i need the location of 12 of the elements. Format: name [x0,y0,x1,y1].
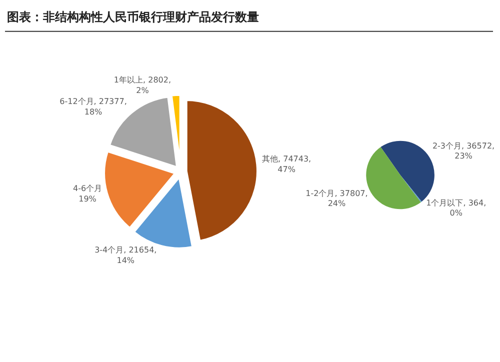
slice-label: 6-12个月, 27377, 18% [60,97,127,116]
pie-slice [366,147,421,210]
slice-label: 其他, 74743, 47% [262,154,312,174]
slice-label: 1个月以下, 364, 0% [426,198,486,218]
slice-label: 4-6个月 [72,184,102,194]
data-label: 19% [78,194,97,204]
chart-title: 图表：非结构构性人民币银行理财产品发行数量 [7,10,259,24]
slice-label: 2-3个月, 36572, 23% [432,141,495,161]
slice-label: 3-4个月, 21654, 14% [94,245,157,265]
slice-label: 1年以上, 2802, 2% [114,76,172,96]
pie-slice [400,175,422,202]
slice-label: 1-2个月, 37807, 24% [306,188,368,208]
